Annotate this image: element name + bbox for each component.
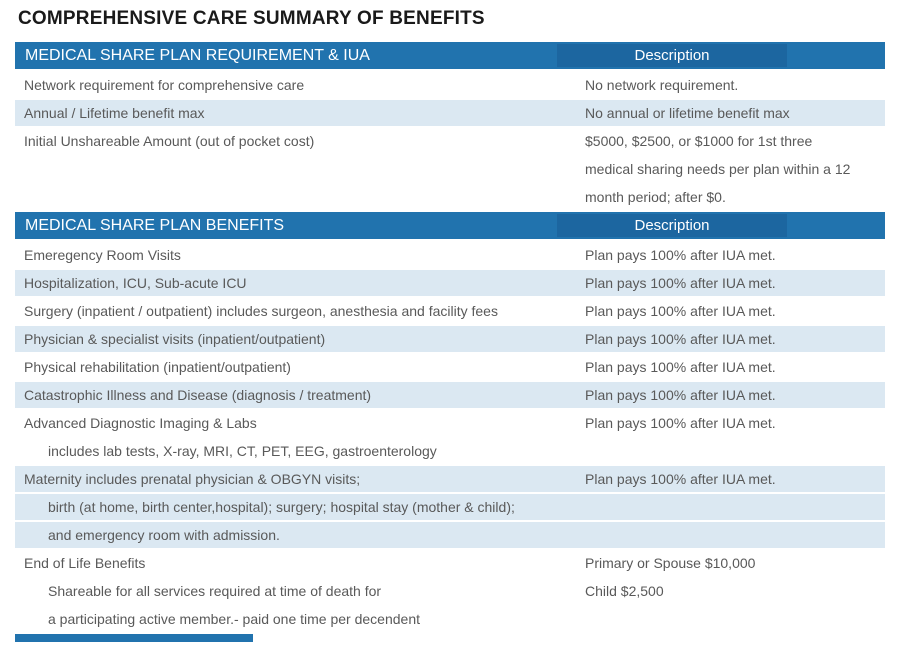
table-row-line: Network requirement for comprehensive ca… — [15, 72, 885, 98]
row-label: End of Life Benefits — [24, 555, 146, 571]
table-row-line: birth (at home, birth center,hospital); … — [15, 494, 885, 520]
table-row-line: includes lab tests, X-ray, MRI, CT, PET,… — [15, 438, 885, 464]
row-description-value — [585, 522, 885, 548]
row-label — [15, 156, 585, 182]
row-description-value — [585, 438, 885, 464]
row-label: Maternity includes prenatal physician & … — [24, 471, 361, 487]
page-title: COMPREHENSIVE CARE SUMMARY OF BENEFITS — [18, 8, 485, 29]
row-label: and emergency room with admission. — [48, 527, 280, 543]
requirements-description-column-header: Description — [557, 44, 787, 67]
row-description-value: No annual or lifetime benefit max — [585, 105, 790, 121]
row-label: Network requirement for comprehensive ca… — [24, 77, 305, 93]
row-description-value: medical sharing needs per plan within a … — [585, 161, 851, 177]
requirements-header-title: MEDICAL SHARE PLAN REQUIREMENT & IUA — [25, 46, 370, 64]
table-row-line: Hospitalization, ICU, Sub-acute ICU Plan … — [15, 270, 885, 296]
row-description-value: Plan pays 100% after IUA met. — [585, 275, 776, 291]
row-description-value: No network requirement. — [585, 77, 739, 93]
row-label: Annual / Lifetime benefit max — [24, 105, 205, 121]
row-label — [15, 184, 585, 210]
table-row-line: Catastrophic Illness and Disease (diagno… — [15, 382, 885, 408]
table-row-line: month period; after $0. — [15, 184, 885, 210]
row-description-value: $5000, $2500, or $1000 for 1st three — [585, 133, 813, 149]
row-label: Physician & specialist visits (inpatient… — [24, 331, 326, 347]
row-label: Hospitalization, ICU, Sub-acute ICU — [24, 275, 247, 291]
row-label: Emeregency Room Visits — [24, 247, 181, 263]
row-label: Advanced Diagnostic Imaging & Labs — [24, 415, 257, 431]
benefits-table-body: Emeregency Room Visits Plan pays 100% aft… — [15, 242, 885, 632]
requirements-table-body: Network requirement for comprehensive ca… — [15, 72, 885, 210]
row-label: Surgery (inpatient / outpatient) include… — [24, 303, 498, 319]
row-description-value: Primary or Spouse $10,000 — [585, 555, 756, 571]
row-label: Physical rehabilitation (inpatient/outpa… — [24, 359, 291, 375]
table-row-line: End of Life Benefits Primary or Spouse $1… — [15, 550, 885, 576]
benefits-header-title: MEDICAL SHARE PLAN BENEFITS — [25, 216, 285, 234]
requirements-table: MEDICAL SHARE PLAN REQUIREMENT & IUA Des… — [15, 42, 885, 210]
row-label: includes lab tests, X-ray, MRI, CT, PET,… — [48, 443, 437, 459]
benefits-table: MEDICAL SHARE PLAN BENEFITS Description … — [15, 212, 885, 632]
table-row-line: and emergency room with admission. — [15, 522, 885, 548]
row-description-value: Plan pays 100% after IUA met. — [585, 415, 776, 431]
row-label: birth (at home, birth center,hospital); … — [48, 499, 515, 515]
row-description-value: Plan pays 100% after IUA met. — [585, 247, 776, 263]
row-description-value: Plan pays 100% after IUA met. — [585, 359, 776, 375]
row-description-value: month period; after $0. — [585, 189, 726, 205]
requirements-table-header: MEDICAL SHARE PLAN REQUIREMENT & IUA Des… — [15, 42, 885, 69]
row-label: Initial Unshareable Amount (out of pocke… — [24, 133, 315, 149]
row-description-value: Child $2,500 — [585, 583, 664, 599]
table-row-line: Surgery (inpatient / outpatient) include… — [15, 298, 885, 324]
row-description-value — [585, 494, 885, 520]
row-description-value: Plan pays 100% after IUA met. — [585, 303, 776, 319]
table-row-line: Shareable for all services required at t… — [15, 578, 885, 604]
row-description-value: Plan pays 100% after IUA met. — [585, 331, 776, 347]
row-description-value — [585, 606, 885, 632]
table-row-line: a participating active member.- paid one… — [15, 606, 885, 632]
row-label: a participating active member.- paid one… — [48, 611, 420, 627]
table-row-line: Maternity includes prenatal physician & … — [15, 466, 885, 492]
cutoff-section-header-bar — [15, 634, 253, 642]
row-label: Shareable for all services required at t… — [48, 583, 382, 599]
row-label: Catastrophic Illness and Disease (diagno… — [24, 387, 372, 403]
table-row-line: medical sharing needs per plan within a … — [15, 156, 885, 182]
table-row-line: Initial Unshareable Amount (out of pocke… — [15, 128, 885, 154]
table-row-line: Physical rehabilitation (inpatient/outpa… — [15, 354, 885, 380]
row-description-value: Plan pays 100% after IUA met. — [585, 387, 776, 403]
table-row-line: Annual / Lifetime benefit max No annual o… — [15, 100, 885, 126]
benefits-description-column-header: Description — [557, 214, 787, 237]
table-row-line: Physician & specialist visits (inpatient… — [15, 326, 885, 352]
table-row-line: Advanced Diagnostic Imaging & Labs Plan p… — [15, 410, 885, 436]
table-row-line: Emeregency Room Visits Plan pays 100% aft… — [15, 242, 885, 268]
benefits-table-header: MEDICAL SHARE PLAN BENEFITS Description — [15, 212, 885, 239]
row-description-value: Plan pays 100% after IUA met. — [585, 471, 776, 487]
